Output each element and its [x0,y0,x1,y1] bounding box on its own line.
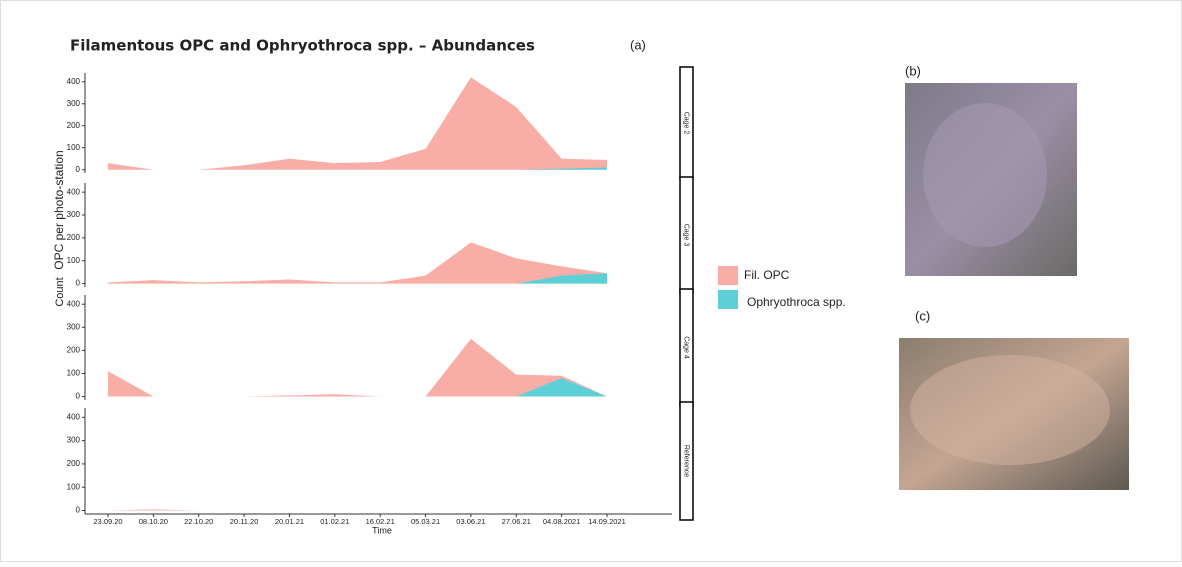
strip-label: Cage 4 [683,336,690,359]
x-tick-label: 20.01.21 [275,517,304,526]
y-label-small: Count [54,277,66,306]
y-tick-label: 100 [67,256,81,265]
x-tick-label: 16.02.21 [366,517,395,526]
x-tick-label: 22.10.20 [184,517,213,526]
x-tick-label: 01.02.21 [320,517,349,526]
y-tick-label: 400 [67,187,81,196]
y-tick-label: 300 [67,99,81,108]
y-tick-label: 400 [67,299,81,308]
y-tick-label: 0 [76,506,81,515]
legend-label: Ophryothroca spp. [747,295,846,309]
chart-title: Filamentous OPC and Ophryothroca spp. – … [70,37,535,55]
photo-detail [923,103,1047,247]
y-tick-label: 300 [67,210,81,219]
y-label: OPC per photo-station [52,150,66,269]
y-tick-label: 100 [67,143,81,152]
x-tick-label: 08.10.20 [139,517,168,526]
strip-label: Cage 3 [683,224,690,247]
x-tick-label: 27.06.21 [502,517,531,526]
photo-detail [910,355,1110,465]
panel-label: (a) [630,37,646,52]
y-tick-label: 200 [67,233,81,242]
y-tick-label: 400 [67,412,81,421]
photo-label: (b) [905,63,921,78]
figure: Filamentous OPC and Ophryothroca spp. – … [0,0,1182,562]
x-tick-label: 04.08.2021 [543,517,581,526]
x-tick-label: 14.09.2021 [588,517,626,526]
x-tick-label: 20.11.20 [230,517,259,526]
strip-label: Cage 2 [683,112,690,135]
x-tick-label: 05.03.21 [411,517,440,526]
y-tick-label: 200 [67,459,81,468]
legend-key [718,290,738,309]
y-tick-label: 400 [67,77,81,86]
y-tick-label: 100 [67,482,81,491]
y-tick-label: 200 [67,345,81,354]
strip-label: Reference [683,445,690,477]
photo-label: (c) [915,308,930,323]
y-tick-label: 0 [76,392,81,401]
legend-label: Fil. OPC [744,268,790,282]
y-tick-label: 300 [67,322,81,331]
x-tick-label: 03.06.21 [456,517,485,526]
x-tick-label: 23.09.20 [93,517,122,526]
y-tick-label: 0 [76,165,81,174]
y-tick-label: 200 [67,121,81,130]
legend-key [718,266,738,285]
y-tick-label: 0 [76,279,81,288]
y-tick-label: 300 [67,436,81,445]
x-label: Time [372,525,392,535]
y-tick-label: 100 [67,369,81,378]
